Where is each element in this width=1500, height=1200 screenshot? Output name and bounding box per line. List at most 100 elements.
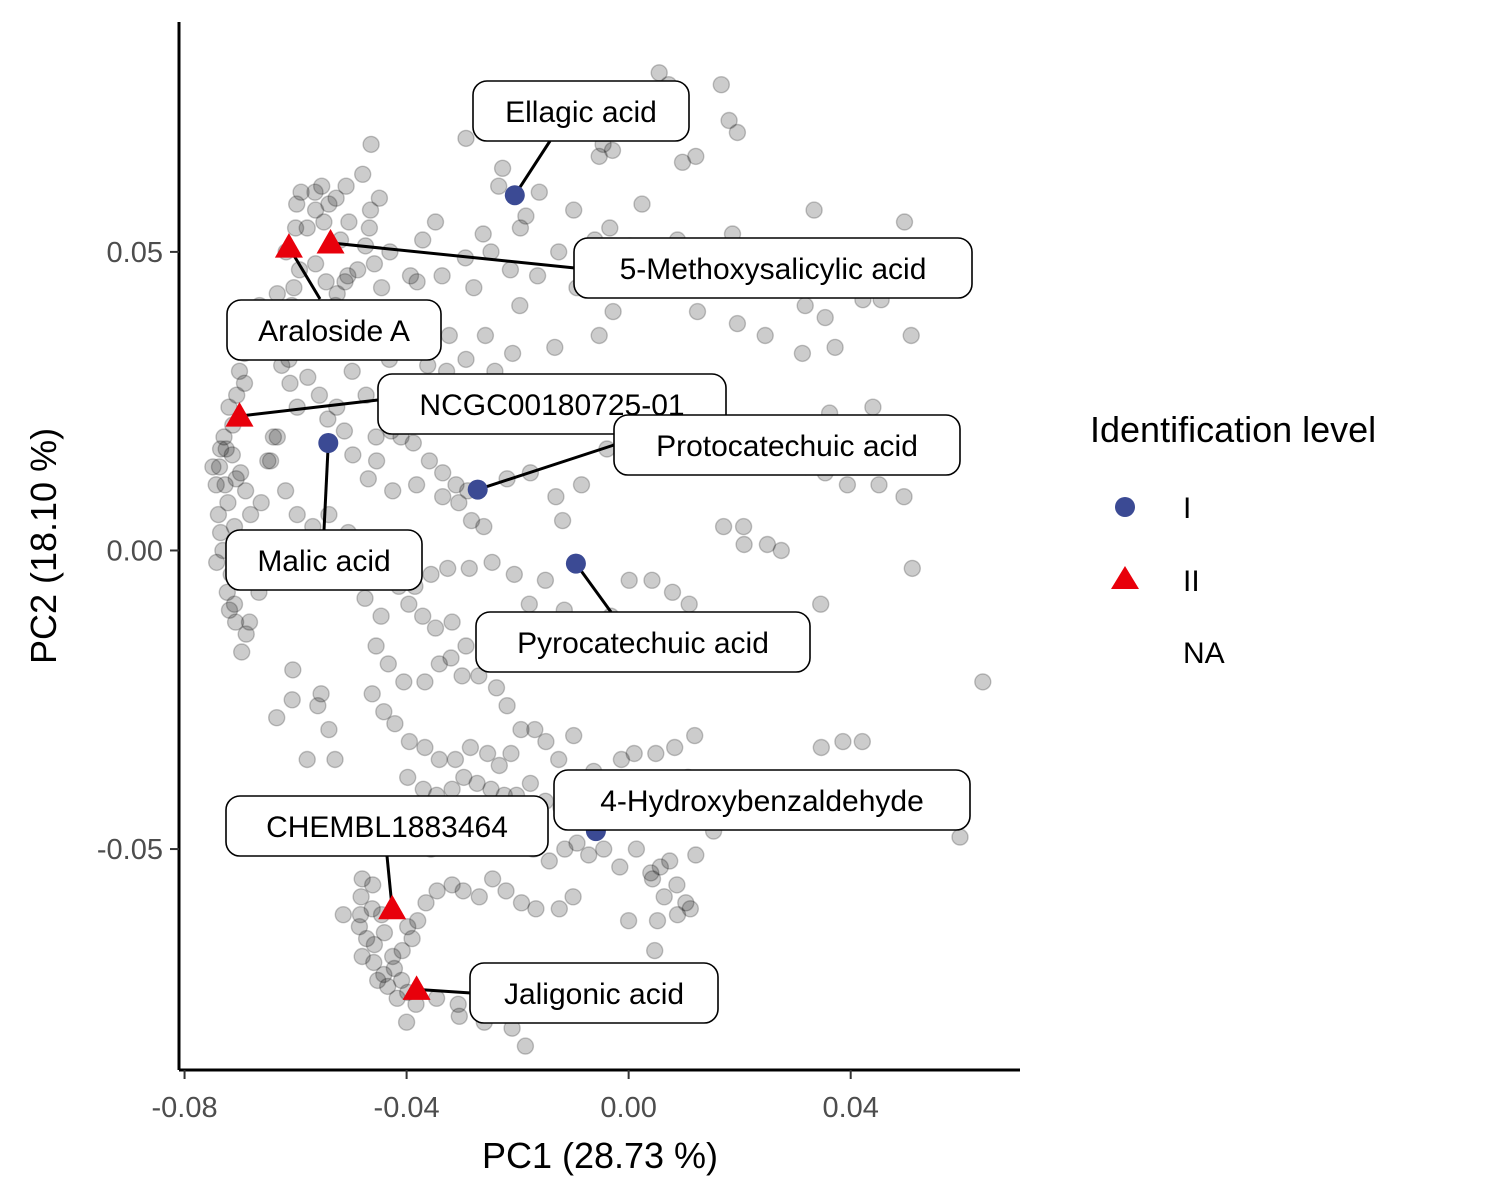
scatter-point	[620, 571, 638, 589]
scatter-point	[401, 267, 420, 285]
scatter-point	[372, 607, 390, 625]
scatter-point	[367, 637, 385, 655]
scatter-point	[288, 398, 306, 416]
scatter-point	[483, 553, 501, 572]
scatter-point	[511, 296, 529, 315]
point-label: Araloside A	[226, 299, 442, 361]
label-box	[553, 769, 971, 831]
scatter-point	[439, 559, 457, 578]
scatter-point	[714, 517, 733, 536]
scatter-point	[805, 201, 823, 219]
scatter-point	[319, 410, 337, 428]
scatter-point	[284, 661, 302, 679]
scatter-point	[343, 362, 361, 380]
scatter-point	[276, 482, 295, 500]
scatter-point	[281, 374, 299, 392]
scatter-point	[375, 965, 393, 984]
y-tick-label: -0.05	[97, 834, 163, 866]
point-label: 4-Hydroxybenzaldehyde	[553, 769, 971, 831]
scatter-point	[793, 344, 812, 363]
scatter-point	[292, 183, 310, 201]
scatter-point	[367, 428, 385, 446]
scatter-point	[688, 302, 707, 321]
scatter-point	[317, 273, 335, 291]
scatter-point	[430, 750, 448, 769]
scatter-point	[381, 243, 399, 261]
scatter-point	[326, 750, 344, 769]
scatter-point	[646, 941, 664, 960]
scatter-point	[526, 720, 544, 739]
level-ii-point	[378, 894, 407, 920]
scatter-point	[407, 476, 426, 494]
scatter-point	[414, 607, 432, 625]
scatter-point	[434, 464, 452, 482]
scatter-point	[395, 673, 413, 691]
scatter-point	[225, 595, 244, 613]
scatter-point	[528, 267, 547, 285]
scatter-point	[527, 900, 545, 918]
scatter-point	[285, 279, 303, 297]
scatter-point	[349, 261, 367, 279]
scatter-point	[356, 589, 374, 607]
scatter-point	[864, 398, 882, 416]
scatter-point	[237, 625, 255, 643]
scatter-point	[353, 947, 371, 966]
scatter-point	[365, 935, 384, 954]
scatter-point	[812, 738, 830, 757]
scatter-point	[353, 870, 371, 888]
scatter-point	[487, 679, 506, 697]
scatter-point	[668, 906, 687, 924]
scatter-point	[476, 326, 495, 345]
legend-label-level-i: I	[1183, 492, 1191, 525]
level-ii-point	[402, 975, 431, 1000]
scatter-point	[686, 726, 704, 745]
scatter-point	[834, 732, 852, 751]
scatter-point	[227, 386, 246, 404]
scatter-point	[392, 971, 411, 990]
scatter-point	[240, 613, 259, 631]
scatter-point	[443, 876, 461, 894]
scatter-point	[375, 703, 393, 721]
scatter-point	[490, 177, 508, 195]
scatter-point	[870, 476, 888, 494]
scatter-point	[361, 201, 380, 219]
scatter-point	[306, 183, 324, 201]
scatter-point	[334, 906, 352, 924]
point-label: Malic acid	[225, 529, 423, 591]
scatter-point	[264, 428, 283, 446]
label-text: Pyrocatechuic acid	[517, 627, 769, 660]
scatter-point	[259, 452, 277, 470]
label-text: Jaligonic acid	[504, 978, 684, 1011]
scatter-point	[517, 207, 535, 225]
scatter-point	[351, 906, 370, 924]
scatter-point	[663, 583, 682, 601]
scatter-point	[648, 912, 667, 930]
scatter-point	[403, 929, 421, 948]
label-box	[613, 414, 961, 476]
scatter-point	[384, 482, 402, 500]
scatter-point	[564, 888, 582, 906]
scatter-point	[261, 452, 280, 470]
scatter-point	[440, 326, 458, 345]
scatter-point	[516, 1037, 535, 1055]
scatter-point	[580, 846, 598, 864]
scatter-point	[772, 541, 790, 560]
scatter-point	[360, 219, 379, 237]
level-i-point	[467, 479, 488, 500]
scatter-point	[211, 523, 230, 542]
level-i-point	[318, 433, 339, 453]
scatter-point	[352, 888, 370, 906]
scatter-point	[430, 655, 448, 673]
scatter-point	[283, 691, 301, 709]
scatter-point	[204, 458, 222, 476]
scatter-point	[312, 685, 330, 703]
scatter-point	[547, 488, 565, 506]
scatter-point	[218, 583, 237, 601]
scatter-point	[306, 255, 325, 273]
scatter-point	[512, 894, 531, 912]
scatter-point	[536, 571, 555, 589]
scatter-point	[462, 511, 481, 530]
scatter-point	[379, 977, 397, 996]
scatter-point	[550, 243, 568, 261]
